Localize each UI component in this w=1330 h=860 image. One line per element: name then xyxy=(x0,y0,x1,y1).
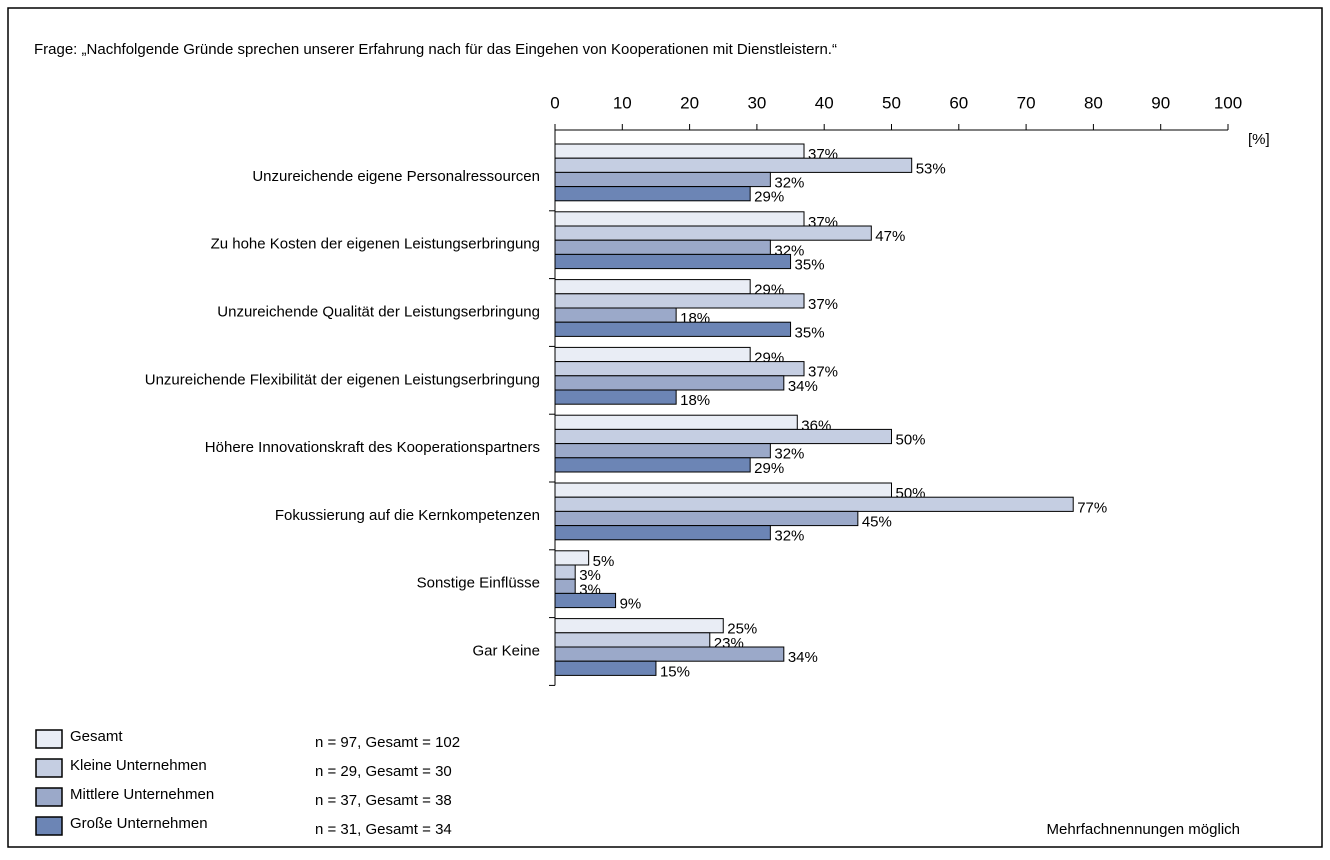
legend-label: Mittlere Unternehmen xyxy=(70,786,214,803)
bar xyxy=(554,482,892,498)
legend-label: Kleine Unternehmen xyxy=(70,757,207,774)
bar xyxy=(554,157,913,173)
bar xyxy=(554,414,798,430)
legend-swatch xyxy=(35,816,63,836)
value-label: 77% xyxy=(1077,499,1107,516)
value-label: 25% xyxy=(727,621,757,638)
x-tick-label: 80 xyxy=(1084,93,1103,112)
x-tick-label: 60 xyxy=(949,93,968,112)
value-label: 35% xyxy=(795,256,825,273)
legend-note: n = 37, Gesamt = 38 xyxy=(315,792,452,809)
bar xyxy=(554,225,872,241)
x-tick-label: 50 xyxy=(882,93,901,112)
value-label: 29% xyxy=(754,460,784,477)
y-tick-label: Unzureichende Qualität der Leistungserbr… xyxy=(217,303,540,320)
bar xyxy=(554,307,677,323)
legend-swatch xyxy=(35,758,63,778)
bar xyxy=(554,428,892,445)
legend-label: Gesamt xyxy=(70,728,123,745)
bar xyxy=(554,592,617,609)
x-tick-label: 30 xyxy=(747,93,766,112)
legend-note: n = 29, Gesamt = 30 xyxy=(315,763,452,780)
value-label: 34% xyxy=(788,649,818,666)
bar xyxy=(554,293,805,309)
bar xyxy=(554,389,677,405)
y-tick-label: Unzureichende eigene Personalressourcen xyxy=(252,168,540,185)
y-tick-label: Höhere Innovationskraft des Kooperations… xyxy=(205,439,540,456)
bar xyxy=(554,279,751,295)
value-label: 34% xyxy=(788,378,818,395)
y-tick-label: Zu hohe Kosten der eigenen Leistungserbr… xyxy=(211,236,540,253)
bar xyxy=(554,253,792,270)
bar xyxy=(554,496,1074,512)
bar xyxy=(554,525,771,541)
value-label: 3% xyxy=(579,567,601,584)
value-label: 35% xyxy=(795,324,825,341)
y-tick-label: Fokussierung auf die Kernkompetenzen xyxy=(275,507,540,524)
bar xyxy=(554,239,771,255)
bar xyxy=(554,321,792,337)
bar xyxy=(554,564,576,580)
bar xyxy=(554,346,751,363)
value-label: 9% xyxy=(620,595,642,612)
value-label: 32% xyxy=(774,174,804,191)
legend-swatch xyxy=(35,787,63,807)
bar xyxy=(554,143,805,159)
value-label: 29% xyxy=(754,189,784,206)
bar xyxy=(554,618,724,634)
value-label: 53% xyxy=(916,160,946,177)
x-tick-label: 20 xyxy=(680,93,699,112)
x-tick-label: 0 xyxy=(550,93,559,112)
value-label: 5% xyxy=(593,553,615,570)
bar xyxy=(554,186,751,202)
legend-note: n = 31, Gesamt = 34 xyxy=(315,821,452,838)
value-label: 47% xyxy=(875,228,905,245)
bar xyxy=(554,550,590,566)
bar xyxy=(554,646,785,662)
x-tick-label: 90 xyxy=(1151,93,1170,112)
value-label: 18% xyxy=(680,392,710,409)
bar xyxy=(554,632,711,648)
value-label: 37% xyxy=(808,364,838,381)
x-tick-label: 40 xyxy=(815,93,834,112)
legend-swatch xyxy=(35,729,63,749)
x-tick-label: 10 xyxy=(613,93,632,112)
bar xyxy=(554,510,859,527)
bar xyxy=(554,457,751,473)
bar xyxy=(554,361,805,377)
bar xyxy=(554,375,785,391)
footnote: Mehrfachnennungen möglich xyxy=(1047,821,1240,838)
value-label: 45% xyxy=(862,513,892,530)
value-label: 15% xyxy=(660,663,690,680)
y-tick-label: Unzureichende Flexibilität der eigenen L… xyxy=(145,371,540,388)
bar xyxy=(554,578,576,594)
value-label: 32% xyxy=(774,446,804,463)
bar xyxy=(554,211,805,227)
bar xyxy=(554,660,657,676)
legend-label: Große Unternehmen xyxy=(70,815,208,832)
x-axis-label: [%] xyxy=(1248,131,1270,148)
chart-title: Frage: „Nachfolgende Gründe sprechen uns… xyxy=(34,41,837,58)
x-tick-label: 100 xyxy=(1214,93,1242,112)
bar xyxy=(554,171,771,188)
legend-note: n = 97, Gesamt = 102 xyxy=(315,734,460,751)
y-tick-label: Gar Keine xyxy=(472,642,540,659)
value-label: 37% xyxy=(808,296,838,313)
x-tick-label: 70 xyxy=(1017,93,1036,112)
y-tick-label: Sonstige Einflüsse xyxy=(417,575,540,592)
frame xyxy=(7,7,1323,848)
value-label: 32% xyxy=(774,528,804,545)
value-label: 50% xyxy=(896,431,926,448)
bar xyxy=(554,443,771,459)
